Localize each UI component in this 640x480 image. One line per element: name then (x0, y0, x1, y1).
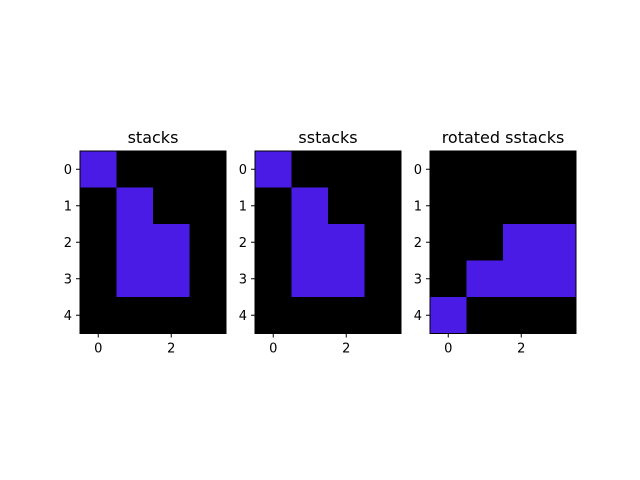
panel-title: rotated sstacks (442, 128, 565, 147)
heatmap-cell (153, 187, 190, 225)
heatmap-cell (291, 297, 329, 334)
y-tick-label: 0 (64, 163, 72, 178)
panel-rotated-sstacks: rotated sstacks 0 1 2 3 4 0 2 (414, 128, 577, 357)
y-tick-label: 0 (239, 163, 247, 178)
x-tick-label: 0 (94, 342, 102, 357)
heatmap-cells (80, 151, 227, 334)
heatmap-cell (189, 260, 227, 298)
heatmap-cell (291, 260, 329, 298)
heatmap-cell (189, 297, 227, 334)
panel-title: sstacks (298, 128, 357, 147)
heatmap-cell (255, 297, 292, 334)
heatmap-cell (116, 187, 154, 225)
heatmap-cells (255, 151, 402, 334)
heatmap-cell (80, 151, 117, 188)
heatmap-cell (539, 187, 577, 225)
y-tick-label: 0 (414, 163, 422, 178)
heatmap-cell (503, 260, 540, 298)
heatmap-cell (189, 187, 227, 225)
heatmap-cell (539, 151, 577, 188)
heatmap-cell (116, 224, 154, 261)
heatmap-cell (466, 260, 504, 298)
heatmap-cell (466, 297, 504, 334)
heatmap-cell (364, 260, 402, 298)
heatmap-cell (255, 187, 292, 225)
axes: 0 1 2 3 4 0 2 (414, 150, 577, 357)
panel-stacks: stacks 0 1 2 3 4 0 2 (64, 128, 227, 357)
heatmap-cell (364, 151, 402, 188)
heatmap-cell (539, 260, 577, 298)
axes: 0 1 2 3 4 0 2 (239, 150, 402, 357)
heatmap-cell (364, 297, 402, 334)
x-tick-label: 0 (444, 342, 452, 357)
heatmap-cell (328, 151, 365, 188)
heatmap-cell (466, 151, 504, 188)
x-tick-label: 2 (517, 342, 525, 357)
x-tick-label: 2 (342, 342, 350, 357)
heatmap-cell (80, 260, 117, 298)
heatmap-cell (153, 151, 190, 188)
heatmap-cell (503, 297, 540, 334)
heatmap-cell (255, 151, 292, 188)
heatmap-cell (80, 224, 117, 261)
axes: 0 1 2 3 4 0 2 (64, 150, 227, 357)
heatmap-cell (328, 260, 365, 298)
heatmap-cell (503, 224, 540, 261)
heatmap-cell (364, 224, 402, 261)
y-tick-label: 3 (239, 272, 247, 287)
heatmap-cell (153, 224, 190, 261)
heatmap-cell (291, 187, 329, 225)
heatmap-cell (503, 187, 540, 225)
y-tick-label: 3 (64, 272, 72, 287)
heatmap-cell (430, 224, 467, 261)
heatmap-cell (80, 187, 117, 225)
heatmap-cell (116, 260, 154, 298)
heatmap-cell (503, 151, 540, 188)
y-tick-label: 1 (64, 199, 72, 214)
heatmap-cell (255, 260, 292, 298)
heatmap-cell (430, 151, 467, 188)
y-tick-label: 1 (414, 199, 422, 214)
heatmap-cell (539, 224, 577, 261)
heatmap-cell (328, 224, 365, 261)
x-tick-label: 2 (167, 342, 175, 357)
y-tick-label: 4 (414, 309, 422, 324)
heatmap-cell (255, 224, 292, 261)
heatmap-cell (328, 187, 365, 225)
heatmap-cell (430, 187, 467, 225)
heatmap-cell (539, 297, 577, 334)
heatmap-cell (430, 260, 467, 298)
heatmap-cell (189, 151, 227, 188)
y-tick-label: 2 (414, 236, 422, 251)
heatmap-cell (116, 151, 154, 188)
heatmap-cell (364, 187, 402, 225)
heatmap-cell (430, 297, 467, 334)
heatmap-cell (466, 224, 504, 261)
heatmap-cell (153, 297, 190, 334)
y-tick-label: 1 (239, 199, 247, 214)
x-tick-label: 0 (269, 342, 277, 357)
heatmap-cells (430, 151, 577, 334)
heatmap-cell (466, 187, 504, 225)
y-tick-label: 3 (414, 272, 422, 287)
y-tick-label: 2 (64, 236, 72, 251)
heatmap-cell (80, 297, 117, 334)
heatmap-cell (116, 297, 154, 334)
heatmap-cell (153, 260, 190, 298)
y-tick-label: 4 (239, 309, 247, 324)
heatmap-cell (291, 151, 329, 188)
panel-sstacks: sstacks 0 1 2 3 4 0 2 (239, 128, 402, 357)
y-tick-label: 2 (239, 236, 247, 251)
heatmap-cell (328, 297, 365, 334)
y-tick-label: 4 (64, 309, 72, 324)
panel-title: stacks (128, 128, 179, 147)
heatmap-cell (291, 224, 329, 261)
heatmap-cell (189, 224, 227, 261)
